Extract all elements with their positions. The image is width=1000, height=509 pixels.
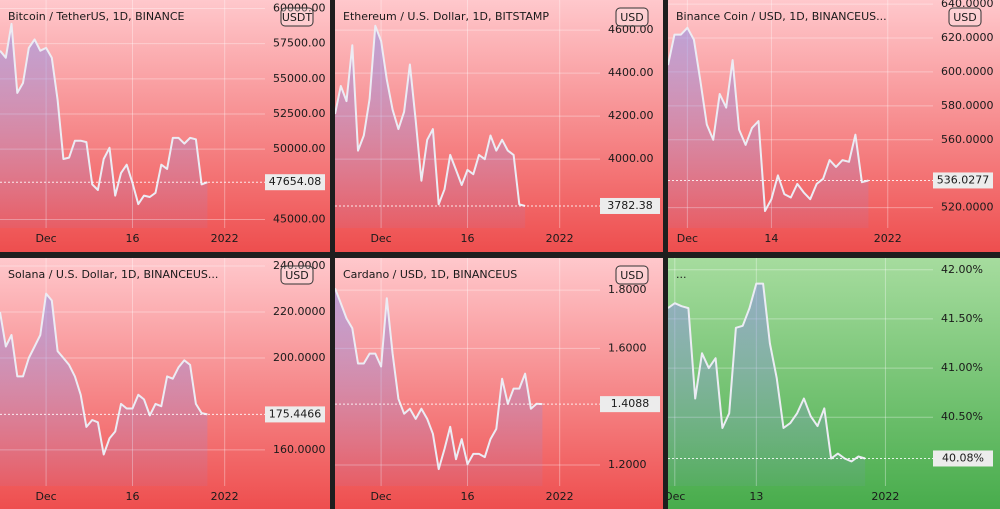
price-area — [0, 293, 208, 486]
y-tick-label: 4200.00 — [608, 109, 654, 122]
y-tick-label: 1.6000 — [608, 341, 647, 354]
chart-title: Binance Coin / USD, 1D, BINANCEUS... — [676, 10, 887, 23]
y-tick-label: 4000.00 — [608, 152, 654, 165]
y-tick-label: 1.8000 — [608, 283, 647, 296]
currency-label: USDT — [282, 11, 313, 24]
currency-label: USD — [620, 11, 644, 24]
chart-title: Cardano / USD, 1D, BINANCEUS — [343, 268, 517, 281]
price-area — [335, 25, 526, 228]
chart-title: Solana / U.S. Dollar, 1D, BINANCEUS... — [8, 268, 218, 281]
currency-badge — [615, 265, 649, 285]
x-tick-label: 16 — [126, 232, 140, 245]
price-area — [0, 23, 208, 229]
price-line — [668, 282, 866, 463]
y-tick-label: 52500.00 — [273, 107, 326, 120]
y-tick-label: 220.0000 — [273, 305, 326, 318]
last-price-box — [933, 172, 993, 189]
chart-panel: 160.0000200.0000220.0000240.0000Dec16202… — [0, 258, 330, 509]
x-tick-label: 16 — [126, 490, 140, 503]
last-price-box — [265, 174, 325, 191]
x-tick-label: 2022 — [871, 490, 899, 503]
chart-title: Bitcoin / TetherUS, 1D, BINANCE — [8, 10, 185, 23]
price-area — [668, 27, 869, 228]
price-line — [668, 26, 869, 212]
x-tick-label: Dec — [35, 490, 56, 503]
chart-panel: 520.0000 560.0000 580.0000 600.0000 620.0000… — [668, 0, 1000, 252]
y-tick-label: 640.0000 — [941, 0, 994, 10]
last-price-box — [600, 396, 660, 413]
chart-panel: 45000.00 50000.00 52500.00 55000.00 57500.00… — [0, 0, 330, 252]
last-price-label: 47654.08 — [269, 175, 322, 188]
x-tick-label: Dec — [370, 232, 391, 245]
currency-badge — [280, 7, 314, 27]
last-price-box — [265, 406, 325, 423]
last-price-box — [600, 197, 660, 214]
price-line — [0, 22, 208, 206]
currency-label: USD — [285, 269, 309, 282]
y-tick-label: 520.0000 — [941, 201, 994, 214]
y-tick-label: 200.0000 — [273, 351, 326, 364]
y-tick-label: 42.00% — [941, 263, 983, 276]
chart-title: Ethereum / U.S. Dollar, 1D, BITSTAMP — [343, 10, 549, 23]
x-tick-label: 2022 — [546, 232, 574, 245]
price-line — [0, 292, 208, 456]
x-tick-label: 2022 — [546, 490, 574, 503]
y-tick-label: 1.2000 — [608, 458, 647, 471]
y-tick-label: 580.0000 — [941, 99, 994, 112]
x-tick-label: Dec — [664, 490, 685, 503]
last-price-label: 175.4466 — [269, 407, 322, 420]
y-tick-label: 160.0000 — [273, 443, 326, 456]
currency-badge — [280, 265, 314, 285]
y-tick-label: 41.50% — [941, 312, 983, 325]
y-tick-label: 55000.00 — [273, 72, 326, 85]
x-tick-label: 16 — [461, 490, 475, 503]
y-tick-label: 50000.00 — [273, 142, 326, 155]
y-tick-label: 4400.00 — [608, 66, 654, 79]
price-line — [335, 24, 526, 207]
last-price-label: 3782.38 — [607, 199, 653, 212]
chart-panel: 40.50% 41.00% 41.50% 42.00% Dec 13 2022 40.08%.… — [664, 258, 1000, 509]
chart-panel: 1.2000 1.6000 1.8000 Dec 16 2022 1.4088 Cardano… — [335, 258, 663, 509]
y-tick-label: 41.00% — [941, 361, 983, 374]
last-price-label: 1.4088 — [611, 397, 650, 410]
currency-label: USD — [953, 11, 977, 24]
chart-title: ... — [676, 268, 687, 281]
y-tick-label: 45000.00 — [273, 213, 326, 226]
x-tick-label: 2022 — [211, 232, 239, 245]
x-tick-label: 13 — [749, 490, 763, 503]
x-tick-label: 14 — [764, 232, 778, 245]
currency-badge — [948, 7, 982, 27]
x-tick-label: 2022 — [874, 232, 902, 245]
currency-label: USD — [620, 269, 644, 282]
currency-badge — [615, 7, 649, 27]
y-tick-label: 560.0000 — [941, 133, 994, 146]
x-tick-label: 2022 — [211, 490, 239, 503]
x-tick-label: 16 — [461, 232, 475, 245]
last-price-label: 536.0277 — [937, 173, 990, 186]
last-price-box — [933, 450, 993, 467]
price-area — [335, 288, 543, 486]
x-tick-label: Dec — [370, 490, 391, 503]
x-tick-label: Dec — [677, 232, 698, 245]
price-area — [668, 283, 866, 486]
x-tick-label: Dec — [35, 232, 56, 245]
y-tick-label: 620.0000 — [941, 31, 994, 44]
last-price-label: 40.08% — [942, 451, 984, 464]
y-tick-label: 40.50% — [941, 410, 983, 423]
y-tick-label: 600.0000 — [941, 65, 994, 78]
y-tick-label: 57500.00 — [273, 37, 326, 50]
